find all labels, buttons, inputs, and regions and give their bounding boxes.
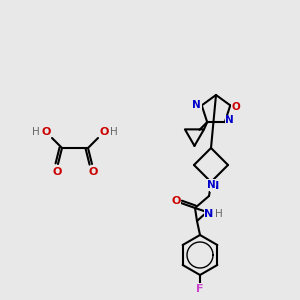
Text: O: O [52,167,62,177]
Text: O: O [171,196,181,206]
Text: H: H [32,127,40,137]
Text: O: O [232,102,241,112]
Text: N: N [207,180,215,190]
Text: N: N [192,100,201,110]
Text: N: N [210,181,220,191]
Text: F: F [196,284,204,294]
Text: N: N [225,115,234,125]
Text: O: O [41,127,51,137]
Text: N: N [204,209,214,219]
Text: O: O [99,127,109,137]
Text: O: O [88,167,98,177]
Text: H: H [215,209,223,219]
Text: H: H [110,127,118,137]
